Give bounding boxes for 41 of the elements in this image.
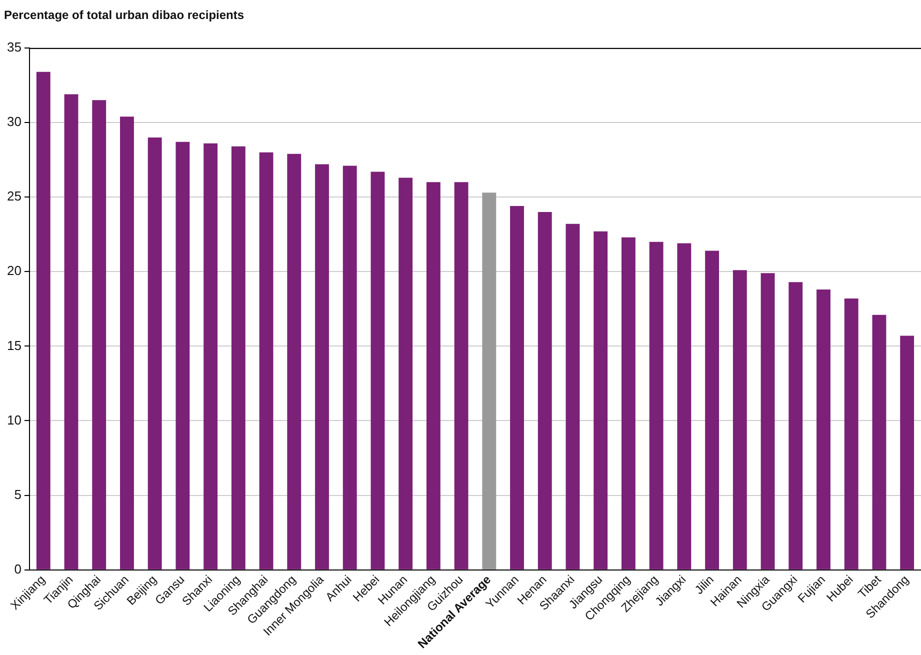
bar	[844, 298, 858, 570]
bar	[64, 94, 78, 570]
bar	[732, 270, 747, 570]
bar	[204, 143, 218, 570]
bar	[482, 192, 496, 570]
bar	[231, 146, 246, 570]
y-tick-label: 15	[6, 338, 22, 353]
y-tick-label: 20	[6, 263, 22, 278]
bar	[816, 290, 830, 570]
y-tick-label: 25	[6, 188, 22, 204]
bar	[538, 212, 552, 570]
bar	[705, 250, 720, 570]
bar	[594, 231, 608, 570]
bar	[36, 72, 50, 570]
bar	[120, 116, 134, 570]
bar	[315, 164, 329, 570]
bar	[454, 182, 468, 570]
bar	[677, 243, 692, 570]
chart-title: Percentage of total urban dibao recipients	[4, 8, 244, 22]
y-tick-label: 35	[6, 40, 22, 55]
bar	[649, 242, 664, 570]
bar	[259, 152, 274, 570]
bar	[176, 142, 190, 570]
y-tick-label: 5	[14, 486, 22, 502]
y-tick-label: 10	[6, 412, 22, 428]
bar	[622, 237, 636, 570]
bar	[398, 178, 413, 570]
bar	[760, 273, 775, 570]
bar	[426, 182, 440, 570]
bar	[900, 336, 914, 570]
y-tick-label: 0	[14, 561, 22, 576]
bar	[788, 282, 803, 570]
y-tick-label: 30	[6, 114, 22, 130]
bar	[370, 172, 385, 570]
bar	[566, 224, 580, 570]
bar	[872, 314, 886, 570]
bar	[342, 166, 357, 570]
bar	[92, 100, 106, 570]
bar	[148, 137, 162, 570]
bar	[287, 154, 302, 570]
bar	[510, 206, 524, 570]
